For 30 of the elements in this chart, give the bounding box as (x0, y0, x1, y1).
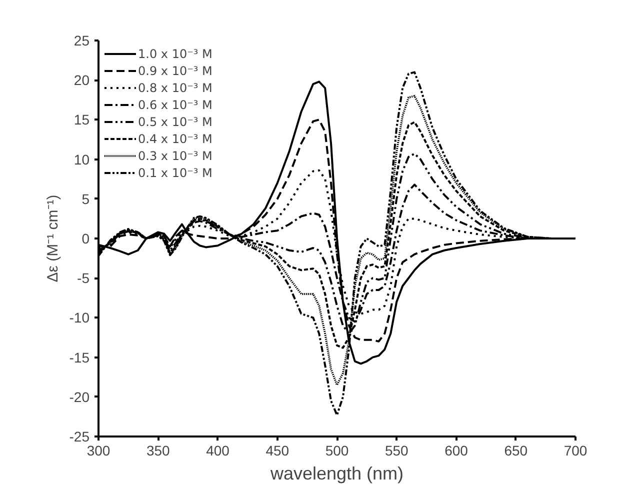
x-tick-label: 350 (146, 442, 170, 458)
x-tick-label: 550 (384, 442, 409, 458)
x-tick-label: 600 (444, 442, 468, 458)
legend-label: 0.8 x 10⁻³ M (138, 80, 212, 95)
y-tick-label: -25 (69, 428, 90, 444)
y-axis-title: Δε (M⁻¹ cm⁻¹) (44, 194, 62, 282)
y-tick-label: -15 (69, 349, 90, 366)
legend-label: 0.9 x 10⁻³ M (138, 63, 212, 78)
legend-label: 0.1 x 10⁻³ M (138, 165, 212, 180)
y-tick-label: 20 (74, 72, 90, 88)
x-tick-label: 450 (266, 442, 290, 458)
y-tick-label: -20 (69, 388, 90, 405)
x-tick-label: 700 (564, 442, 588, 458)
y-tick-label: 0 (82, 230, 90, 246)
x-tick-label: 300 (86, 442, 110, 458)
legend-label: 0.5 x 10⁻³ M (138, 114, 212, 129)
y-tick-label: -10 (69, 310, 90, 326)
legend-label: 0.6 x 10⁻³ M (138, 97, 212, 112)
y-tick-label: -5 (77, 270, 90, 286)
y-tick-label: 15 (74, 112, 90, 128)
legend-label: 0.3 x 10⁻³ M (138, 148, 212, 163)
x-tick-label: 400 (206, 442, 230, 458)
legend-label: 1.0 x 10⁻³ M (138, 46, 212, 61)
x-tick-label: 650 (504, 442, 528, 458)
legend-label: 0.4 x 10⁻³ M (138, 131, 212, 146)
x-tick-label: 500 (325, 442, 349, 458)
x-axis-title: wavelength (nm) (269, 464, 404, 484)
y-tick-label: 25 (74, 32, 90, 48)
y-tick-label: 10 (74, 151, 90, 168)
y-tick-label: 5 (82, 190, 90, 207)
